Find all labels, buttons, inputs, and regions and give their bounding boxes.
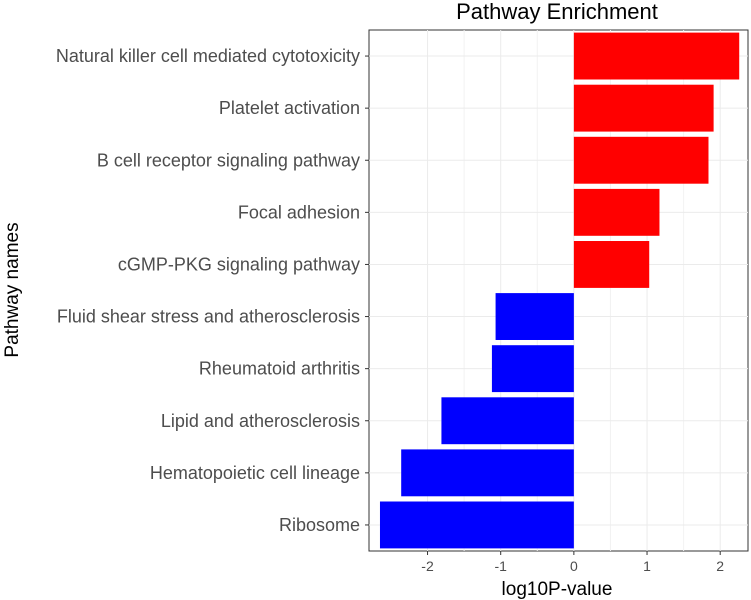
bar (495, 293, 574, 340)
y-tick-label: Fluid shear stress and atherosclerosis (57, 307, 360, 327)
bar (573, 188, 660, 236)
bar (401, 449, 574, 497)
x-tick-label: 2 (716, 558, 724, 574)
y-axis-title: Pathway names (2, 222, 23, 357)
y-tick-label: Natural killer cell mediated cytotoxicit… (56, 46, 360, 66)
bars (379, 32, 740, 549)
bar (573, 136, 709, 184)
bar (573, 84, 714, 132)
bar (491, 345, 574, 393)
bar (441, 397, 574, 445)
bar (379, 501, 574, 549)
x-tick-label: 1 (643, 558, 651, 574)
y-tick-label: Focal adhesion (238, 202, 360, 222)
x-axis-title: log10P-value (502, 579, 613, 600)
x-tick-label: -2 (421, 558, 434, 574)
y-tick-label: B cell receptor signaling pathway (97, 150, 360, 170)
bar (573, 32, 740, 80)
y-tick-label: Ribosome (279, 515, 360, 535)
chart-title: Pathway Enrichment (456, 0, 658, 24)
y-axis-ticks: Natural killer cell mediated cytotoxicit… (56, 46, 369, 535)
y-tick-label: Hematopoietic cell lineage (150, 463, 360, 483)
y-tick-label: cGMP-PKG signaling pathway (118, 254, 360, 274)
y-tick-label: Rheumatoid arthritis (199, 359, 360, 379)
x-tick-label: 0 (570, 558, 578, 574)
y-tick-label: Platelet activation (219, 98, 360, 118)
y-tick-label: Lipid and atherosclerosis (161, 411, 360, 431)
bar (573, 241, 650, 288)
x-tick-label: -1 (494, 558, 507, 574)
x-axis-ticks: -2 -1 0 1 2 (421, 551, 724, 574)
